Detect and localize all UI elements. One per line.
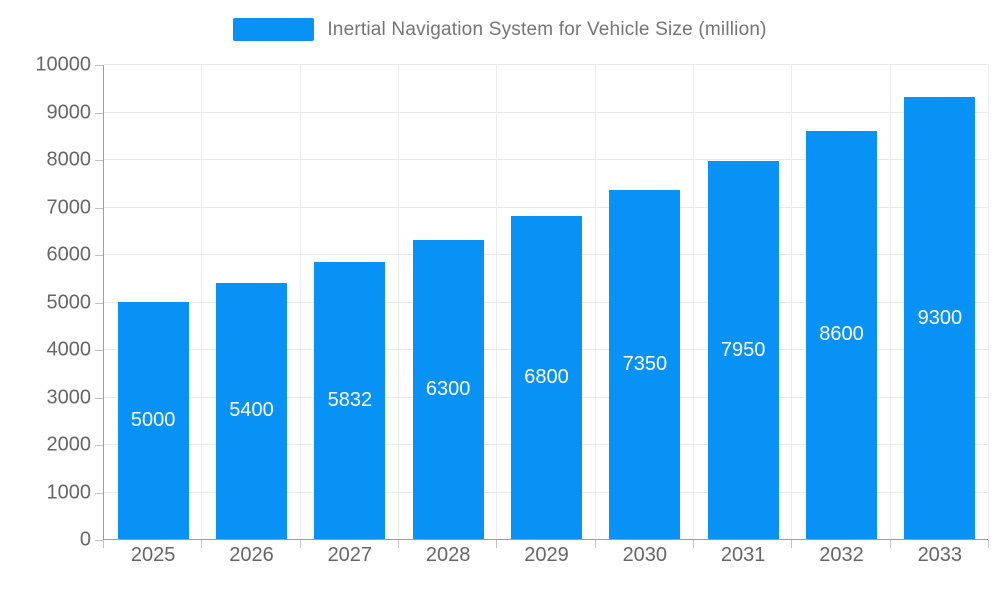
y-axis-label: 6000	[46, 243, 92, 266]
bar-value-label: 8600	[819, 323, 864, 346]
x-axis-tick	[398, 540, 399, 548]
x-axis-label: 2031	[720, 544, 766, 566]
x-axis-tick	[496, 540, 498, 548]
bar-value-label: 5000	[130, 408, 176, 431]
bar-2029[interactable]: 6800	[511, 216, 582, 539]
legend-swatch	[233, 18, 315, 41]
x-axis-tick	[201, 540, 203, 548]
x-axis-label: 2033	[917, 544, 963, 566]
bar-2028[interactable]: 6300	[412, 239, 484, 539]
bar-2030[interactable]: 7350	[609, 189, 681, 539]
y-axis-label: 10000	[35, 53, 91, 76]
legend[interactable]: Inertial Navigation System for Vehicle S…	[0, 18, 1000, 41]
bar-2026[interactable]: 5400	[216, 282, 287, 539]
x-axis-tick	[988, 540, 989, 548]
y-axis-label: 8000	[46, 148, 92, 171]
y-axis-label: 3000	[46, 386, 92, 408]
bar-value-label: 7950	[720, 338, 766, 361]
x-axis-label: 2025	[130, 544, 176, 566]
y-axis-tick	[95, 112, 103, 114]
y-axis-label: 9000	[46, 101, 92, 123]
v-gridline	[693, 65, 694, 539]
y-axis-label: 7000	[46, 196, 92, 218]
y-axis-tick	[95, 255, 103, 256]
x-axis-tick	[693, 540, 694, 548]
y-axis-tick	[95, 397, 103, 399]
y-axis-tick	[95, 207, 103, 209]
bar-value-label: 6800	[524, 366, 569, 388]
x-axis-tick	[791, 540, 793, 548]
x-axis-label: 2027	[327, 544, 373, 566]
x-axis-tick	[594, 540, 596, 548]
bar-value-label: 6300	[425, 377, 471, 400]
h-gridline	[104, 206, 988, 208]
bar-2032[interactable]: 8600	[806, 130, 877, 539]
v-gridline	[398, 65, 399, 539]
legend-label: Inertial Navigation System for Vehicle S…	[327, 18, 767, 40]
y-axis-tick	[95, 540, 103, 541]
x-axis-label: 2030	[622, 544, 668, 566]
bar-2031[interactable]: 7950	[707, 161, 779, 539]
v-gridline	[496, 65, 498, 539]
x-axis-label: 2032	[819, 544, 864, 566]
y-axis-tick	[95, 350, 103, 351]
bar-2033[interactable]: 9300	[904, 97, 976, 539]
bar-value-label: 9300	[917, 306, 963, 329]
x-axis-tick	[299, 540, 301, 548]
y-axis-label: 2000	[46, 433, 92, 456]
y-axis-label: 4000	[46, 338, 92, 361]
v-gridline	[299, 65, 301, 539]
y-axis-label: 0	[79, 528, 91, 551]
bar-2025[interactable]: 5000	[117, 301, 189, 539]
h-gridline	[104, 159, 988, 160]
plot-area: 0 1000 2000 3000 4000 5000 6000 7000 8000 9000 100…	[35, 54, 989, 566]
v-gridline	[201, 65, 203, 539]
y-axis-tick	[95, 445, 103, 446]
h-gridline	[104, 64, 988, 65]
y-axis-tick	[95, 302, 103, 304]
v-gridline	[988, 65, 989, 539]
x-axis-tick	[889, 540, 891, 548]
v-gridline	[594, 65, 596, 539]
x-axis-label: 2028	[425, 544, 471, 566]
y-axis-label: 5000	[46, 291, 92, 313]
bar-2027[interactable]: 5832	[314, 261, 386, 539]
x-axis-label: 2029	[524, 544, 569, 566]
y-axis-tick	[95, 160, 103, 161]
y-axis-label: 1000	[46, 481, 92, 503]
y-axis-tick	[95, 492, 103, 494]
v-gridline	[791, 65, 793, 539]
bar-value-label: 7350	[622, 352, 668, 375]
bar-value-label: 5400	[229, 399, 274, 422]
v-gridline	[889, 65, 891, 539]
x-axis-label: 2026	[229, 544, 274, 566]
y-axis-tick	[95, 65, 103, 66]
bar-value-label: 5832	[327, 388, 373, 411]
x-axis-tick	[103, 540, 104, 548]
h-gridline	[104, 111, 988, 113]
